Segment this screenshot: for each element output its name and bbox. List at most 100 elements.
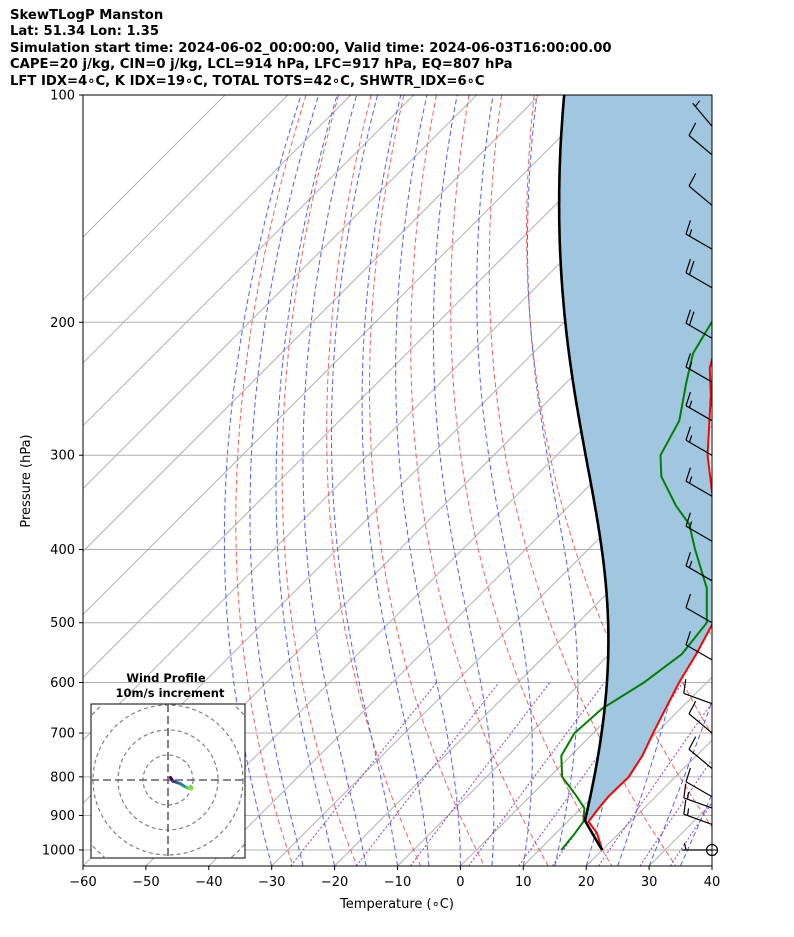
barb-full [685, 631, 691, 646]
dewpoint-line [560, 320, 712, 851]
barb-shaft [685, 565, 713, 582]
barb-shaft [683, 813, 713, 826]
x-axis-title: Temperature (∘C) [339, 897, 454, 912]
temperature-line [587, 355, 712, 851]
barb-shaft [683, 797, 713, 809]
mixing-ratio-line [290, 682, 438, 866]
isotherm [83, 95, 415, 427]
barb-shaft [685, 233, 713, 250]
barb-shaft [685, 525, 713, 542]
dry-adiabat [326, 95, 422, 866]
y-tick-label: 1000 [42, 844, 75, 859]
barb-shaft [683, 692, 713, 705]
wind-barb [688, 173, 713, 206]
y-tick-label: 800 [50, 770, 75, 785]
barb-full [685, 593, 691, 608]
x-tick-label: 40 [704, 875, 721, 890]
moist-adiabat [617, 95, 700, 866]
hodograph-plot [91, 704, 245, 858]
barb-half [688, 560, 693, 568]
hodograph-title: Wind Profile [126, 671, 206, 685]
isotherm [83, 95, 540, 553]
isotherm [460, 613, 712, 866]
y-tick-label: 100 [50, 89, 75, 104]
barb-shaft [685, 607, 713, 624]
barb-half [688, 362, 693, 370]
moist-adiabat [223, 95, 302, 866]
barb-shaft [685, 405, 713, 422]
barb-full [685, 391, 691, 406]
barb-half [688, 400, 693, 408]
wind-barb [685, 593, 713, 624]
barb-full [685, 353, 691, 368]
x-tick-label: 0 [456, 875, 464, 890]
moist-adiabat [711, 864, 712, 866]
barb-shaft [685, 781, 713, 798]
wind-barb [685, 467, 713, 497]
mixing-ratio-line [409, 682, 551, 866]
cin-shaded-area [559, 95, 712, 821]
wind-barb [685, 220, 713, 250]
moist-adiabat [527, 95, 579, 866]
wind-barb [692, 100, 713, 127]
hodograph-segment [189, 784, 194, 789]
chart-header: SkewTLogP Manston Lat: 51.34 Lon: 1.35 S… [10, 8, 790, 90]
chart-title: SkewTLogP Manston [10, 8, 164, 23]
barb-shaft [692, 102, 713, 127]
isotherm [83, 95, 289, 301]
dry-adiabat [730, 95, 794, 866]
barb-half [686, 792, 690, 800]
x-axis-ticks: −60 −50 −40 −30 −20 −10 0 10 20 30 40 [69, 866, 720, 890]
x-tick-label: −60 [69, 875, 96, 890]
wind-barb [685, 512, 713, 542]
stability-line: CAPE=20 j/kg, CIN=0 j/kg, LCL=914 hPa, L… [10, 57, 513, 73]
wind-barb [685, 631, 713, 661]
wind-barb [683, 799, 713, 826]
wind-barb [685, 426, 713, 456]
barb-full [688, 260, 695, 275]
barb-half [688, 521, 693, 529]
x-tick-label: −20 [321, 875, 348, 890]
barb-half [694, 100, 701, 107]
isotherm [711, 865, 712, 866]
dry-adiabat [488, 95, 677, 866]
barb-full [688, 311, 695, 326]
barb-shaft [688, 185, 713, 206]
barb-full [688, 736, 697, 750]
isotherm [271, 424, 712, 866]
isotherm [83, 95, 666, 679]
cape-cin-shading [559, 95, 712, 821]
isotherm [145, 299, 712, 866]
barb-shaft [685, 322, 713, 339]
moist-adiabat [361, 95, 430, 866]
y-axis-title: Pressure (hPa) [19, 434, 34, 527]
isotherm [334, 487, 712, 866]
x-tick-label: 10 [515, 875, 532, 890]
location-line: Lat: 51.34 Lon: 1.35 [10, 24, 160, 40]
barb-shaft [685, 366, 713, 383]
barb-full [683, 679, 687, 694]
wind-barb [683, 783, 713, 809]
barb-full [685, 426, 691, 441]
wind-barb [688, 122, 713, 156]
moist-adiabat [432, 95, 495, 866]
barb-half [683, 842, 687, 851]
dry-adiabat [281, 95, 358, 866]
hodograph-inset: Wind Profile 10m/s increment [90, 671, 246, 859]
barb-full [683, 799, 687, 815]
mixing-ratio-line [669, 802, 712, 866]
x-tick-label: 30 [641, 875, 658, 890]
moist-adiabat [743, 95, 794, 866]
isotherm [83, 95, 352, 364]
moist-adiabat [476, 95, 533, 866]
wind-barb [688, 736, 713, 769]
x-tick-label: 20 [578, 875, 595, 890]
moist-adiabat [395, 95, 461, 866]
dry-adiabat [235, 95, 307, 866]
y-tick-label: 200 [50, 316, 75, 331]
wind-barb [685, 391, 713, 422]
dry-adiabat [410, 95, 549, 866]
wind-barb [685, 551, 713, 582]
x-tick-label: −40 [195, 875, 222, 890]
